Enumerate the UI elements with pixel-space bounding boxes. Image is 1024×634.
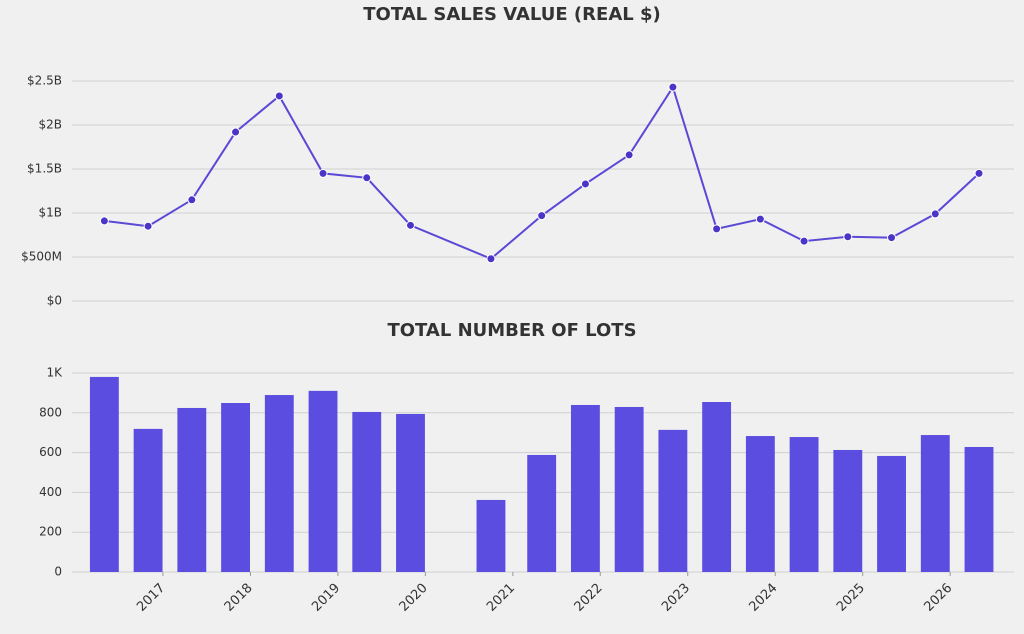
bar	[221, 403, 250, 572]
point	[99, 216, 109, 226]
bar	[89, 376, 119, 572]
bar	[877, 455, 906, 572]
point	[187, 195, 197, 205]
point	[318, 168, 328, 178]
point	[580, 179, 590, 189]
y-tick-label: $500M	[21, 250, 62, 264]
point	[537, 211, 547, 221]
y-tick-label: 600	[39, 445, 62, 459]
bar	[352, 411, 382, 572]
point	[799, 236, 809, 246]
point	[843, 232, 853, 242]
point	[712, 224, 722, 234]
point	[274, 91, 284, 101]
bar	[396, 413, 425, 572]
bar	[308, 390, 338, 572]
bar	[476, 499, 506, 572]
chart-title: TOTAL NUMBER OF LOTS	[387, 320, 636, 341]
y-tick-label: $2B	[38, 118, 62, 132]
bar	[133, 428, 163, 572]
point	[930, 209, 940, 219]
y-tick-label: 800	[39, 405, 62, 419]
point	[231, 127, 241, 137]
bar	[177, 407, 207, 572]
chart-title: TOTAL SALES VALUE (REAL $)	[363, 4, 660, 25]
bar	[964, 446, 994, 572]
y-tick-label: $1.5B	[27, 162, 62, 176]
y-tick-label: $1B	[38, 206, 62, 220]
bar	[920, 435, 950, 572]
bar	[745, 436, 775, 572]
point	[624, 150, 634, 160]
point	[486, 254, 496, 264]
point	[668, 82, 678, 92]
bar	[658, 429, 688, 572]
bar	[702, 402, 732, 572]
bar	[614, 406, 644, 572]
point	[362, 173, 372, 183]
y-tick-label: 400	[39, 485, 62, 499]
y-tick-label: 0	[54, 565, 62, 579]
point	[755, 214, 765, 224]
line	[104, 84, 980, 260]
y-tick-label: $2.5B	[27, 74, 62, 88]
bar	[527, 454, 557, 572]
point	[143, 221, 153, 231]
y-tick-label: $0	[47, 294, 62, 308]
bar	[789, 437, 819, 572]
point	[974, 168, 984, 178]
point	[887, 233, 897, 243]
bar	[264, 395, 294, 572]
y-tick-label: 1K	[46, 365, 63, 379]
bar	[570, 404, 600, 572]
bar	[833, 449, 863, 572]
point	[405, 220, 415, 230]
y-tick-label: 200	[39, 525, 62, 539]
